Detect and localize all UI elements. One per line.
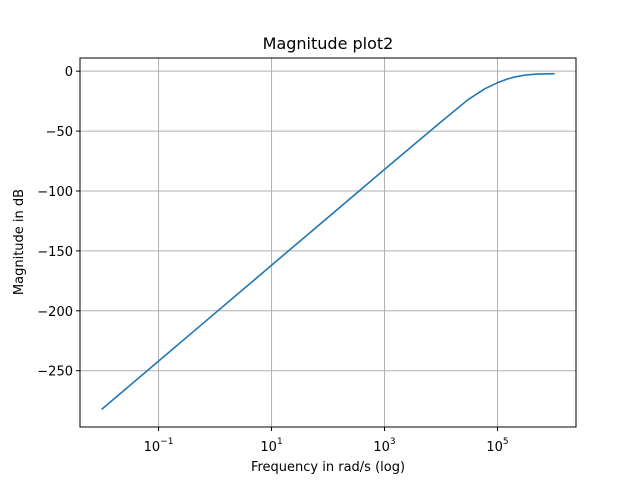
x-tick-base: 10: [486, 440, 503, 455]
x-tick-base: 10: [373, 440, 390, 455]
plot-area-background: [80, 58, 576, 427]
y-axis-label: Magnitude in dB: [12, 189, 27, 295]
x-tick-label: 105: [486, 437, 508, 455]
y-tick-label: −50: [46, 125, 73, 140]
x-tick-label: 103: [373, 437, 395, 455]
y-tick-label: −100: [37, 185, 73, 200]
x-tick-exponent: 5: [503, 437, 509, 447]
y-tick-label: −250: [37, 365, 73, 380]
x-tick-exponent: 3: [390, 437, 396, 447]
x-tick-label: 101: [260, 437, 282, 455]
y-tick-label: 0: [65, 65, 73, 80]
plot-frame: [79, 57, 577, 428]
x-tick-exponent: 1: [277, 437, 283, 447]
series-line: [101, 72, 555, 410]
x-tick-base: 10: [260, 440, 277, 455]
y-tick-label: −200: [37, 305, 73, 320]
x-tick-label: 10−1: [144, 437, 174, 455]
x-tick-base: 10: [144, 440, 161, 455]
y-tick-label: −150: [37, 245, 73, 260]
x-axis-label: Frequency in rad/s (log): [251, 460, 405, 475]
x-tick-exponent: −1: [160, 437, 173, 447]
chart-title: Magnitude plot2: [263, 34, 394, 53]
grid: [80, 58, 576, 427]
series-layer: [101, 72, 555, 410]
